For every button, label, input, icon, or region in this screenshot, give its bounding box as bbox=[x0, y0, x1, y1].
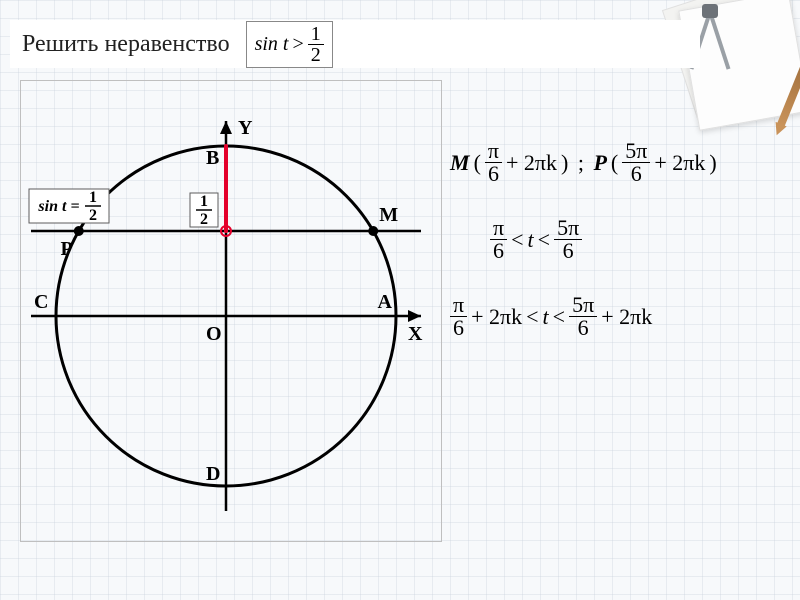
label-x: X bbox=[408, 323, 423, 345]
half-label-box: 1 2 bbox=[190, 193, 218, 228]
eq-points: M( π6 + 2πk) ; P( 5π6 + 2πk) bbox=[450, 140, 790, 185]
y-axis-arrow bbox=[220, 121, 232, 134]
label-p: P bbox=[61, 238, 73, 260]
point-m bbox=[368, 226, 378, 236]
x-axis-arrow bbox=[408, 310, 421, 322]
sin-eq-lhs: sin t = bbox=[37, 198, 79, 215]
half-label-num: 1 bbox=[200, 193, 208, 210]
label-c: C bbox=[34, 291, 48, 313]
ineq-op: > bbox=[293, 33, 304, 56]
label-o: O bbox=[206, 323, 222, 345]
sin-eq-num: 1 bbox=[89, 189, 97, 206]
ineq-lhs: sin t bbox=[255, 33, 289, 56]
unit-circle-diagram: 1 2 sin t = 1 2 Y X O A B C D M P bbox=[20, 80, 442, 542]
label-y: Y bbox=[238, 117, 253, 139]
title-bar: Решить неравенство sin t > 1 2 bbox=[10, 20, 700, 68]
main-inequality: sin t > 1 2 bbox=[246, 21, 333, 68]
sin-eq-den: 2 bbox=[89, 207, 97, 224]
label-d: D bbox=[206, 463, 220, 485]
half-label-den: 2 bbox=[200, 211, 208, 228]
eq-range-full: π 6 + 2πk < t < 5π 6 + 2πk bbox=[450, 294, 790, 339]
label-a: A bbox=[378, 291, 393, 313]
label-b: B bbox=[206, 147, 219, 169]
ineq-rhs-frac: 1 2 bbox=[308, 24, 324, 65]
equations-area: M( π6 + 2πk) ; P( 5π6 + 2πk) π 6 < t < 5… bbox=[450, 140, 790, 371]
half-marker-dot bbox=[224, 229, 228, 233]
eq-range-simple: π 6 < t < 5π 6 bbox=[490, 217, 790, 262]
page-title: Решить неравенство bbox=[22, 31, 230, 58]
pencil-icon bbox=[777, 23, 800, 128]
sin-eq-box: sin t = 1 2 bbox=[29, 189, 109, 224]
label-m: M bbox=[379, 204, 398, 226]
point-p bbox=[74, 226, 84, 236]
